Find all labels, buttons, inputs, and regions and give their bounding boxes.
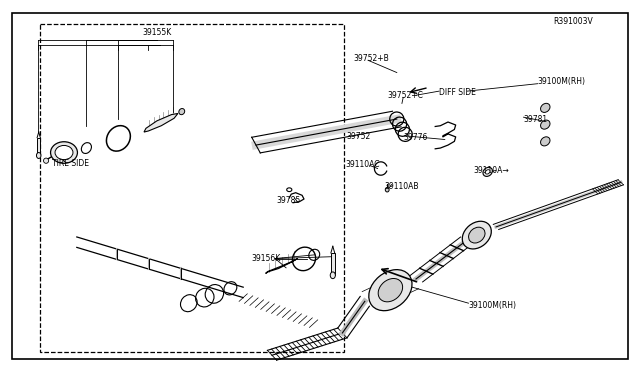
Ellipse shape [179, 109, 185, 115]
Text: 39156K: 39156K [252, 254, 281, 263]
Ellipse shape [541, 137, 550, 146]
Ellipse shape [44, 158, 49, 163]
Ellipse shape [51, 142, 77, 163]
Polygon shape [37, 138, 40, 155]
Text: 39752+B: 39752+B [353, 54, 389, 63]
Text: R391003V: R391003V [554, 17, 593, 26]
Ellipse shape [541, 120, 550, 129]
Ellipse shape [330, 272, 335, 279]
Text: TIRE SIDE: TIRE SIDE [52, 159, 90, 168]
Polygon shape [266, 259, 298, 273]
Ellipse shape [485, 170, 490, 174]
Text: 39110AC: 39110AC [346, 160, 380, 169]
Text: 39155K: 39155K [142, 28, 172, 37]
Polygon shape [331, 253, 335, 275]
Bar [40, 24, 344, 352]
Ellipse shape [55, 145, 73, 160]
Polygon shape [144, 113, 178, 132]
Text: 39781: 39781 [524, 115, 548, 124]
Text: 39110A→: 39110A→ [474, 166, 509, 175]
Text: DIFF SIDE: DIFF SIDE [439, 88, 476, 97]
Ellipse shape [378, 279, 403, 302]
Text: 39785: 39785 [276, 196, 301, 205]
Ellipse shape [483, 167, 492, 176]
Text: 39100M(RH): 39100M(RH) [538, 77, 586, 86]
Text: 39776: 39776 [403, 133, 428, 142]
Text: 39752+C: 39752+C [387, 92, 423, 100]
Ellipse shape [541, 103, 550, 112]
Ellipse shape [36, 153, 41, 158]
Ellipse shape [468, 227, 485, 243]
Text: 39110AB: 39110AB [384, 182, 419, 191]
Ellipse shape [369, 270, 412, 311]
Text: 39752: 39752 [347, 132, 371, 141]
Ellipse shape [462, 221, 492, 249]
Text: 39100M(RH): 39100M(RH) [468, 301, 516, 310]
Ellipse shape [385, 187, 389, 192]
